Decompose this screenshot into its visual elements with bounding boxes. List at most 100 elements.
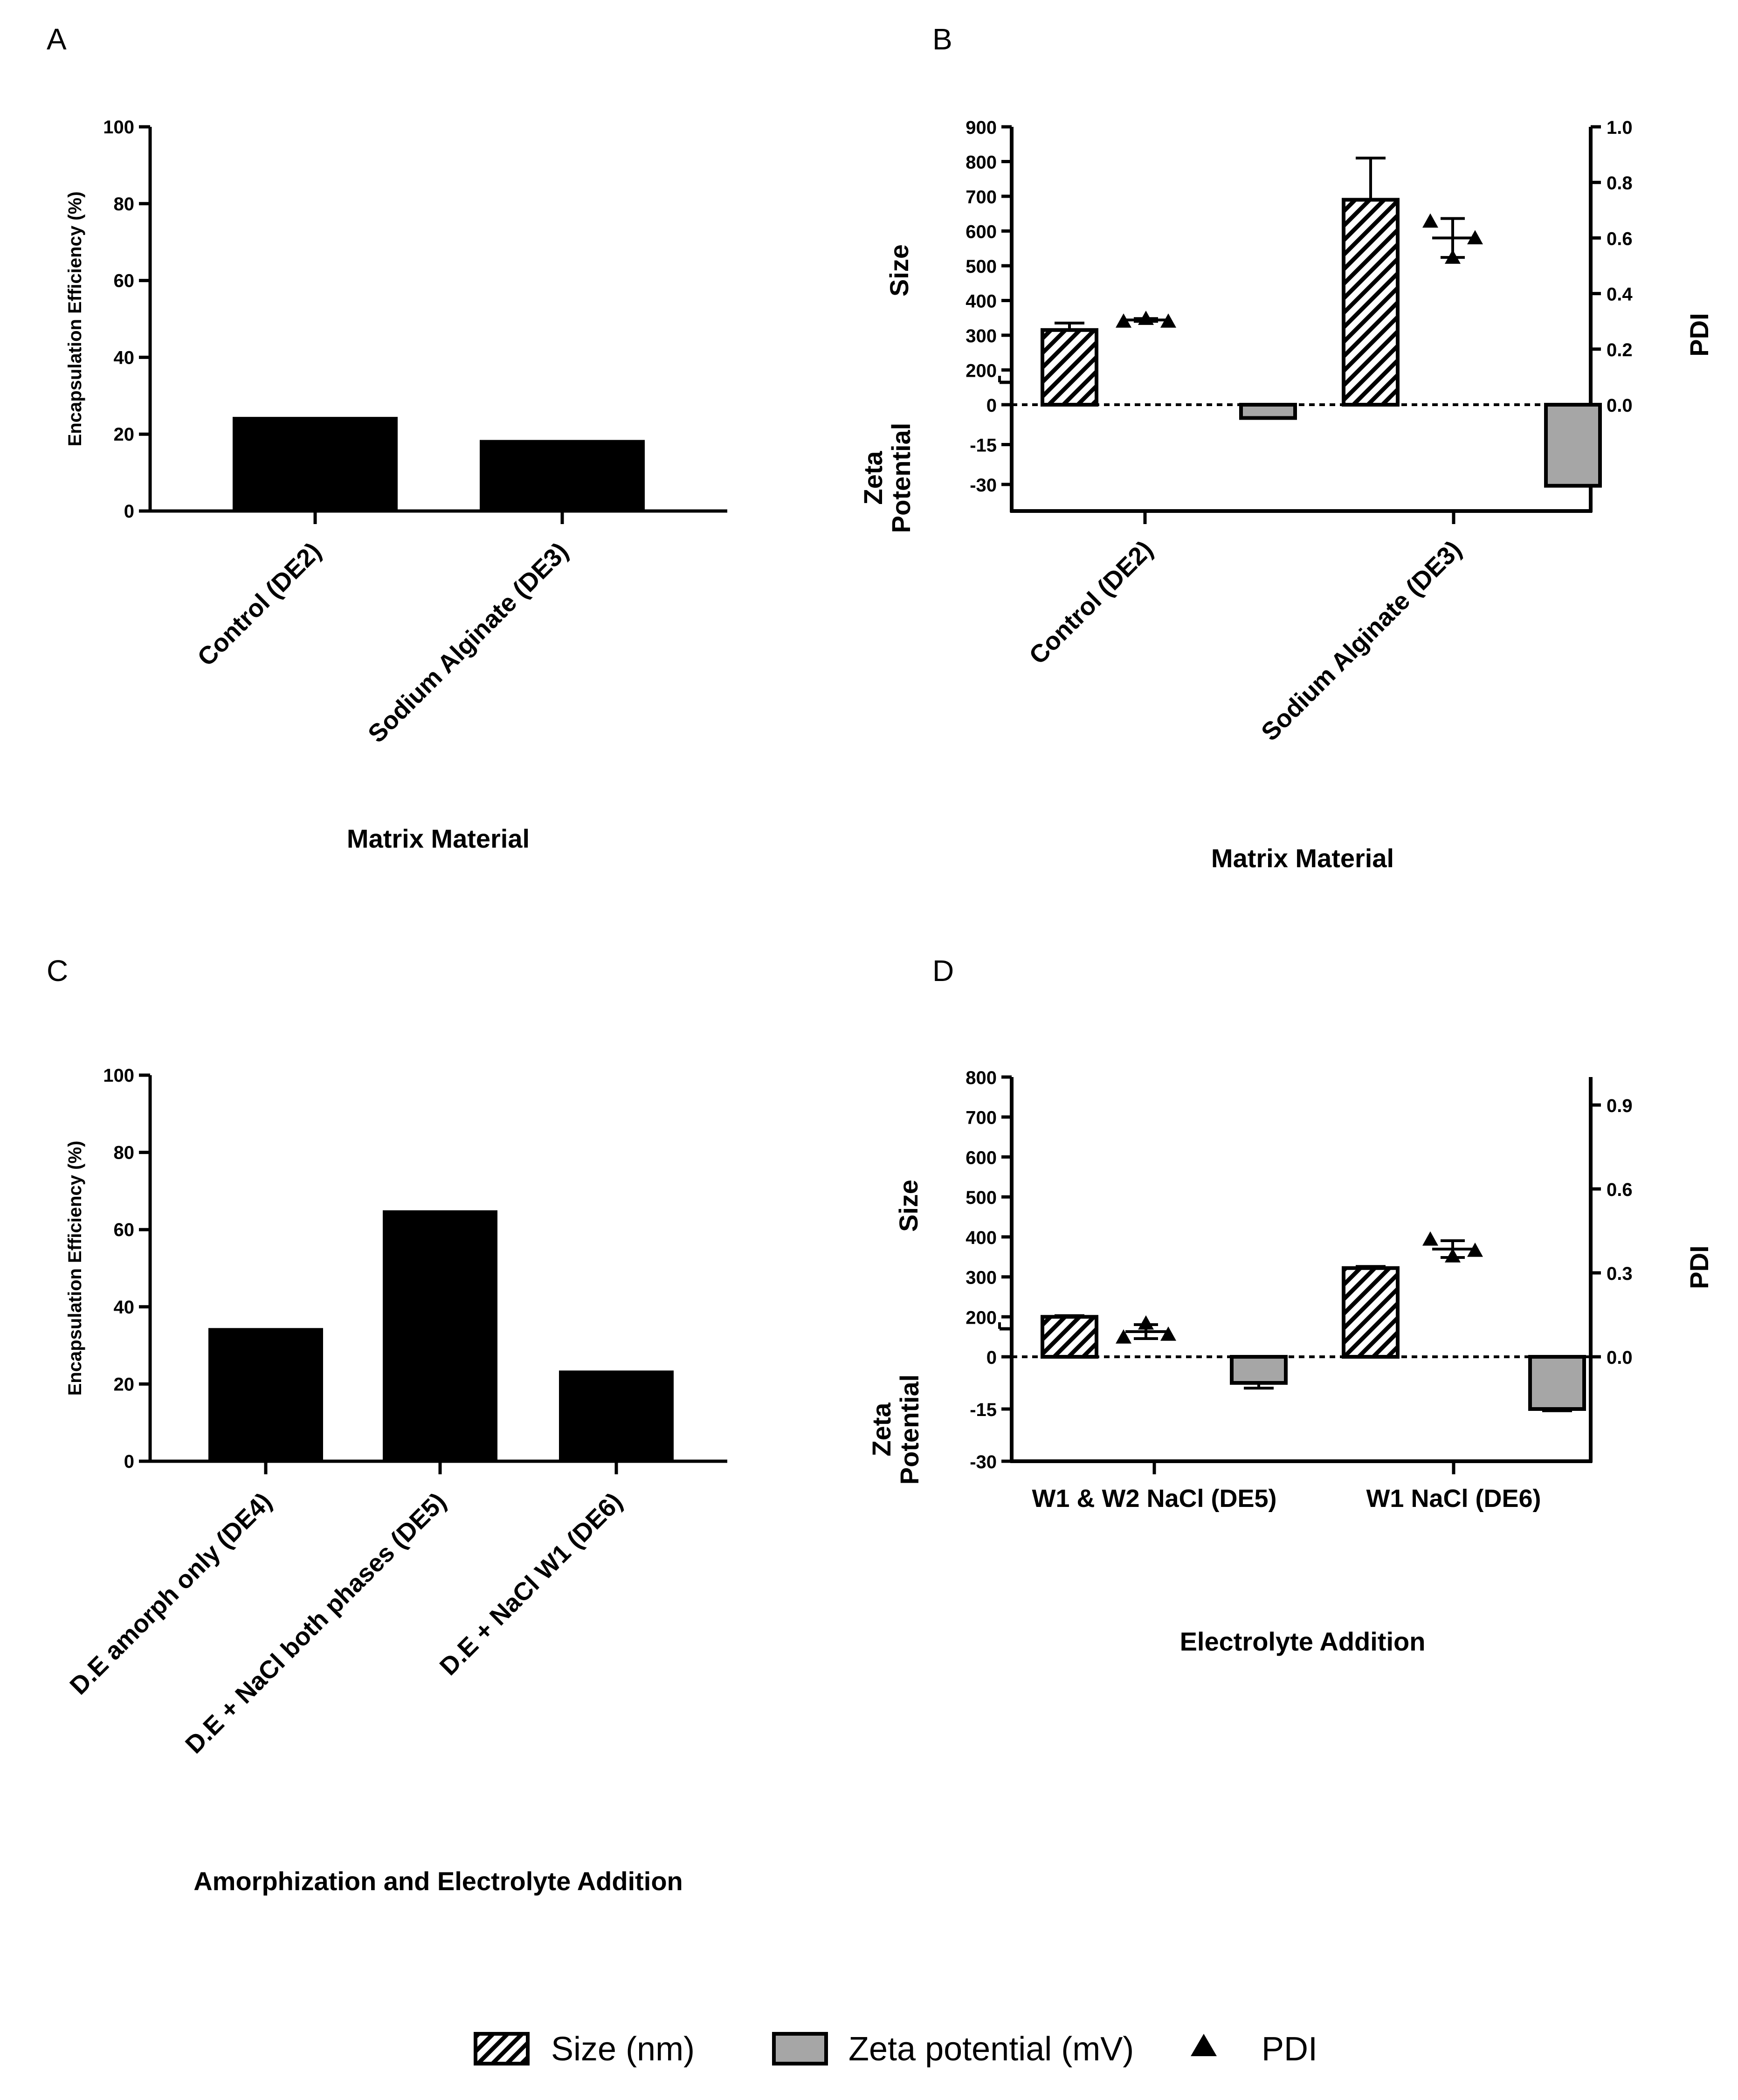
pdi-point-marker [1138, 311, 1154, 325]
pdi-point-marker [1116, 313, 1131, 328]
chart-panel-a: 0 20 40 60 80 100 Control (DE2) Sodium Alginate… [65, 117, 727, 853]
panel-label-b: B [932, 22, 952, 56]
pdi-tick-label: 0.3 [1607, 1264, 1633, 1284]
size-tick-label: 700 [966, 1108, 997, 1128]
pdi-point-marker [1467, 1243, 1483, 1257]
zeta-axis-title-line2: Potential [895, 1375, 924, 1485]
x-axis-title: Matrix Material [347, 824, 530, 853]
size-tick-label: 400 [966, 291, 997, 312]
size-tick-label: 600 [966, 1147, 997, 1168]
chart-panel-c: 0 20 40 60 80 100 D.E amorph only (DE4) D.E + N… [64, 1065, 727, 1896]
size-tick-label: 500 [966, 1188, 997, 1208]
pdi-tick-label: 0.4 [1607, 284, 1633, 305]
size-tick-label: 500 [966, 256, 997, 277]
size-tick-label: 900 [966, 117, 997, 138]
pdi-tick-label: 0.0 [1607, 1347, 1633, 1368]
legend-size-label: Size (nm) [551, 2031, 695, 2068]
pdi-axis-title: PDI [1684, 313, 1714, 356]
legend-size-swatch [474, 2032, 530, 2065]
pdi-tick-label: 0.9 [1607, 1096, 1633, 1116]
x-category-label: Control (DE2) [1024, 535, 1158, 670]
legend-pdi-triangle-icon [1191, 2034, 1217, 2056]
legend: Size (nm) Zeta potential (mV) PDI [474, 2031, 1317, 2068]
pdi-tick-label: 0.0 [1607, 395, 1633, 416]
chart-panel-d: 200 300 400 500 600 700 800 0 -15 -30 0.0 0.3 0.6 0.9… [867, 1068, 1714, 1656]
size-bar [1041, 1315, 1098, 1359]
panel-label-d: D [932, 954, 954, 988]
zeta-axis-title-line2: Potential [886, 423, 916, 533]
size-bar [1342, 1266, 1400, 1359]
pdi-tick-label: 0.2 [1607, 340, 1633, 360]
bar [383, 1210, 497, 1461]
panel-label-a: A [47, 22, 67, 56]
pdi-tick-label: 0.6 [1607, 228, 1633, 249]
pdi-point-marker [1445, 1248, 1461, 1263]
zeta-tick-label: -30 [970, 1452, 997, 1472]
y-tick-label: 60 [114, 1220, 135, 1240]
bar [480, 440, 645, 511]
zeta-tick-label: -15 [970, 435, 997, 456]
pdi-point-marker [1160, 1326, 1176, 1341]
size-axis-title: Size [894, 1180, 923, 1232]
zeta-axis-title-line1: Zeta [867, 1402, 896, 1457]
y-tick-label: 100 [103, 117, 134, 138]
pdi-tick-label: 0.6 [1607, 1180, 1633, 1200]
y-tick-label: 60 [114, 271, 135, 291]
y-axis-title: Encapsulation Efficiency (%) [65, 1141, 85, 1396]
size-tick-label: 200 [966, 361, 997, 381]
bar [233, 417, 398, 511]
zero-tick-label: 0 [986, 1347, 997, 1368]
panel-label-c: C [47, 954, 68, 988]
x-axis-title: Matrix Material [1211, 843, 1394, 873]
x-category-label: D.E + NaCl W1 (DE6) [434, 1487, 628, 1681]
bar [208, 1328, 323, 1461]
size-tick-label: 300 [966, 1268, 997, 1288]
size-tick-label: 800 [966, 152, 997, 173]
x-axis-title: Amorphization and Electrolyte Addition [193, 1866, 683, 1896]
zero-tick-label: 0 [986, 395, 997, 416]
pdi-point-marker [1138, 1315, 1154, 1330]
legend-pdi-label: PDI [1262, 2031, 1317, 2068]
pdi-point-marker [1467, 230, 1483, 244]
size-tick-label: 700 [966, 187, 997, 207]
chart-panel-b: 200 300 400 500 600 700 800 900 0 -15 -30 0.0 0.2 0.4… [858, 117, 1714, 873]
pdi-point-marker [1160, 313, 1176, 328]
pdi-axis-title: PDI [1684, 1245, 1714, 1289]
y-tick-label: 40 [114, 347, 135, 368]
bar [559, 1370, 674, 1461]
pdi-point-marker [1422, 1231, 1438, 1246]
y-tick-label: 80 [114, 1143, 135, 1163]
zeta-axis-title-line1: Zeta [858, 451, 888, 505]
y-tick-label: 0 [124, 501, 134, 522]
zeta-bar [1528, 1355, 1586, 1411]
pdi-tick-label: 0.8 [1607, 173, 1633, 193]
pdi-tick-label: 1.0 [1607, 117, 1633, 138]
y-axis-title: Encapsulation Efficiency (%) [65, 192, 85, 447]
size-bar [1342, 198, 1400, 407]
zeta-bar [1230, 1355, 1288, 1385]
size-axis-title: Size [884, 244, 914, 297]
x-category-label: Sodium Alginate (DE3) [363, 537, 574, 748]
x-axis-title: Electrolyte Addition [1180, 1627, 1426, 1656]
legend-zeta-swatch [772, 2032, 828, 2065]
size-tick-label: 800 [966, 1068, 997, 1088]
pdi-point-marker [1116, 1329, 1131, 1344]
zeta-bar [1239, 403, 1297, 420]
y-tick-label: 80 [114, 194, 135, 214]
y-tick-label: 20 [114, 424, 135, 445]
pdi-point-marker [1445, 249, 1461, 264]
x-category-label: W1 & W2 NaCl (DE5) [1032, 1485, 1276, 1513]
size-tick-label: 400 [966, 1228, 997, 1248]
zeta-bar [1544, 403, 1602, 488]
x-category-label: W1 NaCl (DE6) [1366, 1485, 1541, 1513]
x-category-label: D.E amorph only (DE4) [64, 1487, 277, 1700]
legend-zeta-label: Zeta potential (mV) [848, 2031, 1134, 2068]
size-tick-label: 300 [966, 326, 997, 346]
x-category-label: Control (DE2) [192, 537, 326, 671]
y-tick-label: 100 [103, 1065, 134, 1086]
size-bar [1041, 328, 1098, 407]
pdi-point-marker [1422, 213, 1438, 228]
y-tick-label: 20 [114, 1374, 135, 1395]
zeta-tick-label: -30 [970, 475, 997, 496]
size-tick-label: 200 [966, 1307, 997, 1328]
